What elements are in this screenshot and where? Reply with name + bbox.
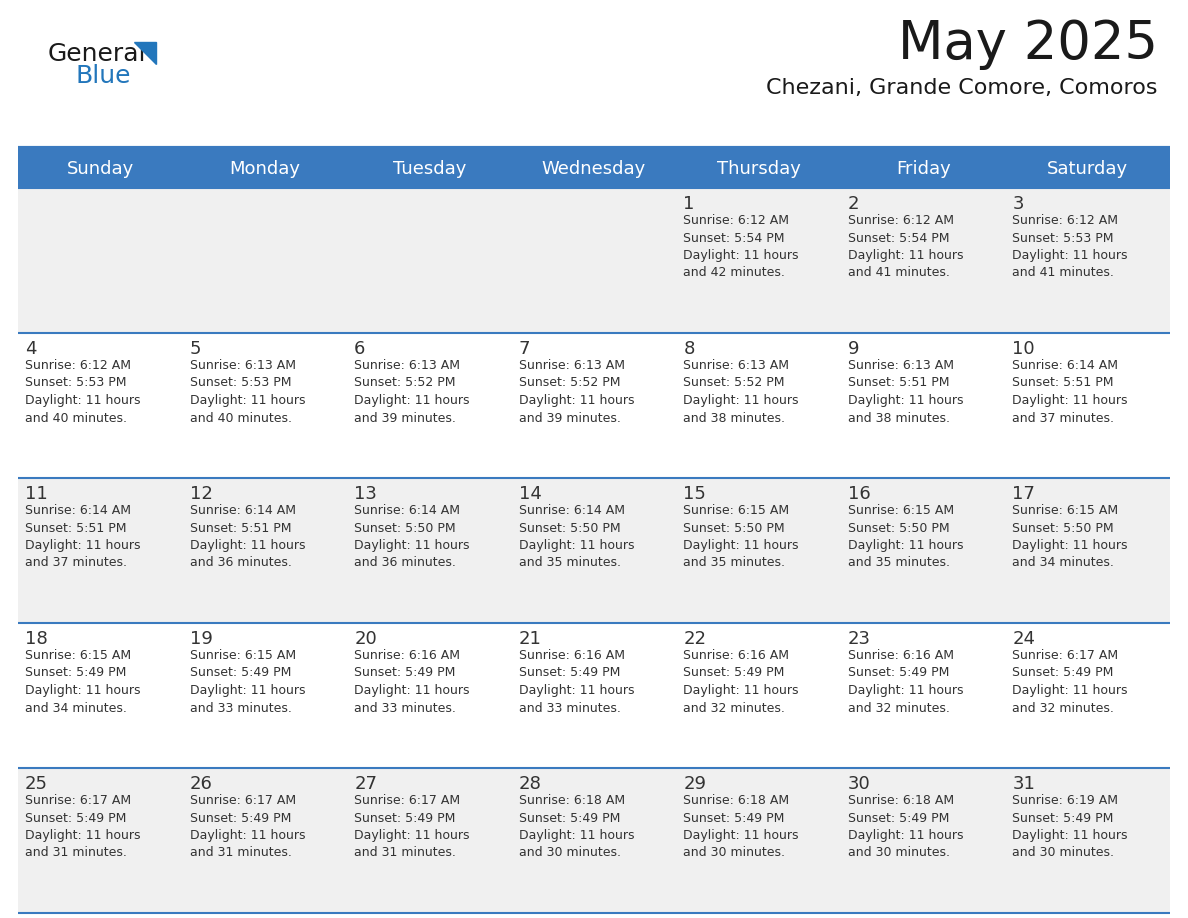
Text: Sunrise: 6:12 AM
Sunset: 5:53 PM
Daylight: 11 hours
and 40 minutes.: Sunrise: 6:12 AM Sunset: 5:53 PM Dayligh… [25,359,140,424]
Text: 17: 17 [1012,485,1035,503]
Text: 6: 6 [354,340,366,358]
Bar [18,478,1170,623]
Text: Saturday: Saturday [1047,160,1129,178]
Text: Sunrise: 6:13 AM
Sunset: 5:52 PM
Daylight: 11 hours
and 38 minutes.: Sunrise: 6:13 AM Sunset: 5:52 PM Dayligh… [683,359,798,424]
Text: 9: 9 [848,340,859,358]
Text: Chezani, Grande Comore, Comoros: Chezani, Grande Comore, Comoros [766,78,1158,98]
Text: Friday: Friday [896,160,950,178]
Bar [18,623,1170,768]
Text: 7: 7 [519,340,530,358]
Text: 15: 15 [683,485,706,503]
Text: Sunrise: 6:16 AM
Sunset: 5:49 PM
Daylight: 11 hours
and 32 minutes.: Sunrise: 6:16 AM Sunset: 5:49 PM Dayligh… [683,649,798,714]
Text: 5: 5 [190,340,201,358]
Text: Sunrise: 6:18 AM
Sunset: 5:49 PM
Daylight: 11 hours
and 30 minutes.: Sunrise: 6:18 AM Sunset: 5:49 PM Dayligh… [683,794,798,859]
Bar [18,188,1170,333]
Text: Sunrise: 6:14 AM
Sunset: 5:50 PM
Daylight: 11 hours
and 36 minutes.: Sunrise: 6:14 AM Sunset: 5:50 PM Dayligh… [354,504,469,569]
Text: Sunday: Sunday [67,160,134,178]
Text: 26: 26 [190,775,213,793]
Text: Sunrise: 6:12 AM
Sunset: 5:54 PM
Daylight: 11 hours
and 42 minutes.: Sunrise: 6:12 AM Sunset: 5:54 PM Dayligh… [683,214,798,279]
Text: 30: 30 [848,775,871,793]
Text: Sunrise: 6:15 AM
Sunset: 5:49 PM
Daylight: 11 hours
and 33 minutes.: Sunrise: 6:15 AM Sunset: 5:49 PM Dayligh… [190,649,305,714]
Text: Wednesday: Wednesday [542,160,646,178]
Text: 2: 2 [848,195,859,213]
Text: Sunrise: 6:12 AM
Sunset: 5:54 PM
Daylight: 11 hours
and 41 minutes.: Sunrise: 6:12 AM Sunset: 5:54 PM Dayligh… [848,214,963,279]
Text: Thursday: Thursday [716,160,801,178]
Text: 14: 14 [519,485,542,503]
Text: Sunrise: 6:14 AM
Sunset: 5:50 PM
Daylight: 11 hours
and 35 minutes.: Sunrise: 6:14 AM Sunset: 5:50 PM Dayligh… [519,504,634,569]
Text: 10: 10 [1012,340,1035,358]
Text: Sunrise: 6:17 AM
Sunset: 5:49 PM
Daylight: 11 hours
and 31 minutes.: Sunrise: 6:17 AM Sunset: 5:49 PM Dayligh… [190,794,305,859]
Text: Sunrise: 6:13 AM
Sunset: 5:52 PM
Daylight: 11 hours
and 39 minutes.: Sunrise: 6:13 AM Sunset: 5:52 PM Dayligh… [354,359,469,424]
Text: Sunrise: 6:19 AM
Sunset: 5:49 PM
Daylight: 11 hours
and 30 minutes.: Sunrise: 6:19 AM Sunset: 5:49 PM Dayligh… [1012,794,1127,859]
Text: 25: 25 [25,775,48,793]
Text: Sunrise: 6:14 AM
Sunset: 5:51 PM
Daylight: 11 hours
and 37 minutes.: Sunrise: 6:14 AM Sunset: 5:51 PM Dayligh… [25,504,140,569]
Polygon shape [134,42,156,64]
Text: General: General [48,42,146,66]
Text: 21: 21 [519,630,542,648]
Text: 20: 20 [354,630,377,648]
Text: Sunrise: 6:16 AM
Sunset: 5:49 PM
Daylight: 11 hours
and 32 minutes.: Sunrise: 6:16 AM Sunset: 5:49 PM Dayligh… [848,649,963,714]
Text: 1: 1 [683,195,695,213]
Text: 11: 11 [25,485,48,503]
Text: 13: 13 [354,485,377,503]
Text: Sunrise: 6:14 AM
Sunset: 5:51 PM
Daylight: 11 hours
and 36 minutes.: Sunrise: 6:14 AM Sunset: 5:51 PM Dayligh… [190,504,305,569]
Bar [18,150,1170,188]
Text: 3: 3 [1012,195,1024,213]
Text: Sunrise: 6:12 AM
Sunset: 5:53 PM
Daylight: 11 hours
and 41 minutes.: Sunrise: 6:12 AM Sunset: 5:53 PM Dayligh… [1012,214,1127,279]
Text: Sunrise: 6:18 AM
Sunset: 5:49 PM
Daylight: 11 hours
and 30 minutes.: Sunrise: 6:18 AM Sunset: 5:49 PM Dayligh… [519,794,634,859]
Text: 29: 29 [683,775,707,793]
Text: Sunrise: 6:18 AM
Sunset: 5:49 PM
Daylight: 11 hours
and 30 minutes.: Sunrise: 6:18 AM Sunset: 5:49 PM Dayligh… [848,794,963,859]
Text: Sunrise: 6:16 AM
Sunset: 5:49 PM
Daylight: 11 hours
and 33 minutes.: Sunrise: 6:16 AM Sunset: 5:49 PM Dayligh… [354,649,469,714]
Text: Sunrise: 6:17 AM
Sunset: 5:49 PM
Daylight: 11 hours
and 31 minutes.: Sunrise: 6:17 AM Sunset: 5:49 PM Dayligh… [354,794,469,859]
Text: 18: 18 [25,630,48,648]
Text: 22: 22 [683,630,707,648]
Text: 28: 28 [519,775,542,793]
Text: 27: 27 [354,775,377,793]
Text: Blue: Blue [76,64,132,88]
Text: Tuesday: Tuesday [393,160,466,178]
Text: 12: 12 [190,485,213,503]
Text: 23: 23 [848,630,871,648]
Text: Sunrise: 6:14 AM
Sunset: 5:51 PM
Daylight: 11 hours
and 37 minutes.: Sunrise: 6:14 AM Sunset: 5:51 PM Dayligh… [1012,359,1127,424]
Text: Sunrise: 6:15 AM
Sunset: 5:49 PM
Daylight: 11 hours
and 34 minutes.: Sunrise: 6:15 AM Sunset: 5:49 PM Dayligh… [25,649,140,714]
Text: 24: 24 [1012,630,1036,648]
Bar [18,768,1170,913]
Text: Sunrise: 6:15 AM
Sunset: 5:50 PM
Daylight: 11 hours
and 34 minutes.: Sunrise: 6:15 AM Sunset: 5:50 PM Dayligh… [1012,504,1127,569]
Text: Sunrise: 6:13 AM
Sunset: 5:52 PM
Daylight: 11 hours
and 39 minutes.: Sunrise: 6:13 AM Sunset: 5:52 PM Dayligh… [519,359,634,424]
Text: Sunrise: 6:15 AM
Sunset: 5:50 PM
Daylight: 11 hours
and 35 minutes.: Sunrise: 6:15 AM Sunset: 5:50 PM Dayligh… [848,504,963,569]
Bar [18,333,1170,478]
Text: Sunrise: 6:13 AM
Sunset: 5:53 PM
Daylight: 11 hours
and 40 minutes.: Sunrise: 6:13 AM Sunset: 5:53 PM Dayligh… [190,359,305,424]
Text: 4: 4 [25,340,37,358]
Text: May 2025: May 2025 [898,18,1158,70]
Text: 19: 19 [190,630,213,648]
Text: Monday: Monday [229,160,301,178]
Text: Sunrise: 6:17 AM
Sunset: 5:49 PM
Daylight: 11 hours
and 32 minutes.: Sunrise: 6:17 AM Sunset: 5:49 PM Dayligh… [1012,649,1127,714]
Text: Sunrise: 6:15 AM
Sunset: 5:50 PM
Daylight: 11 hours
and 35 minutes.: Sunrise: 6:15 AM Sunset: 5:50 PM Dayligh… [683,504,798,569]
Text: 8: 8 [683,340,695,358]
Text: Sunrise: 6:13 AM
Sunset: 5:51 PM
Daylight: 11 hours
and 38 minutes.: Sunrise: 6:13 AM Sunset: 5:51 PM Dayligh… [848,359,963,424]
Text: Sunrise: 6:17 AM
Sunset: 5:49 PM
Daylight: 11 hours
and 31 minutes.: Sunrise: 6:17 AM Sunset: 5:49 PM Dayligh… [25,794,140,859]
Text: 16: 16 [848,485,871,503]
Text: Sunrise: 6:16 AM
Sunset: 5:49 PM
Daylight: 11 hours
and 33 minutes.: Sunrise: 6:16 AM Sunset: 5:49 PM Dayligh… [519,649,634,714]
Text: 31: 31 [1012,775,1035,793]
